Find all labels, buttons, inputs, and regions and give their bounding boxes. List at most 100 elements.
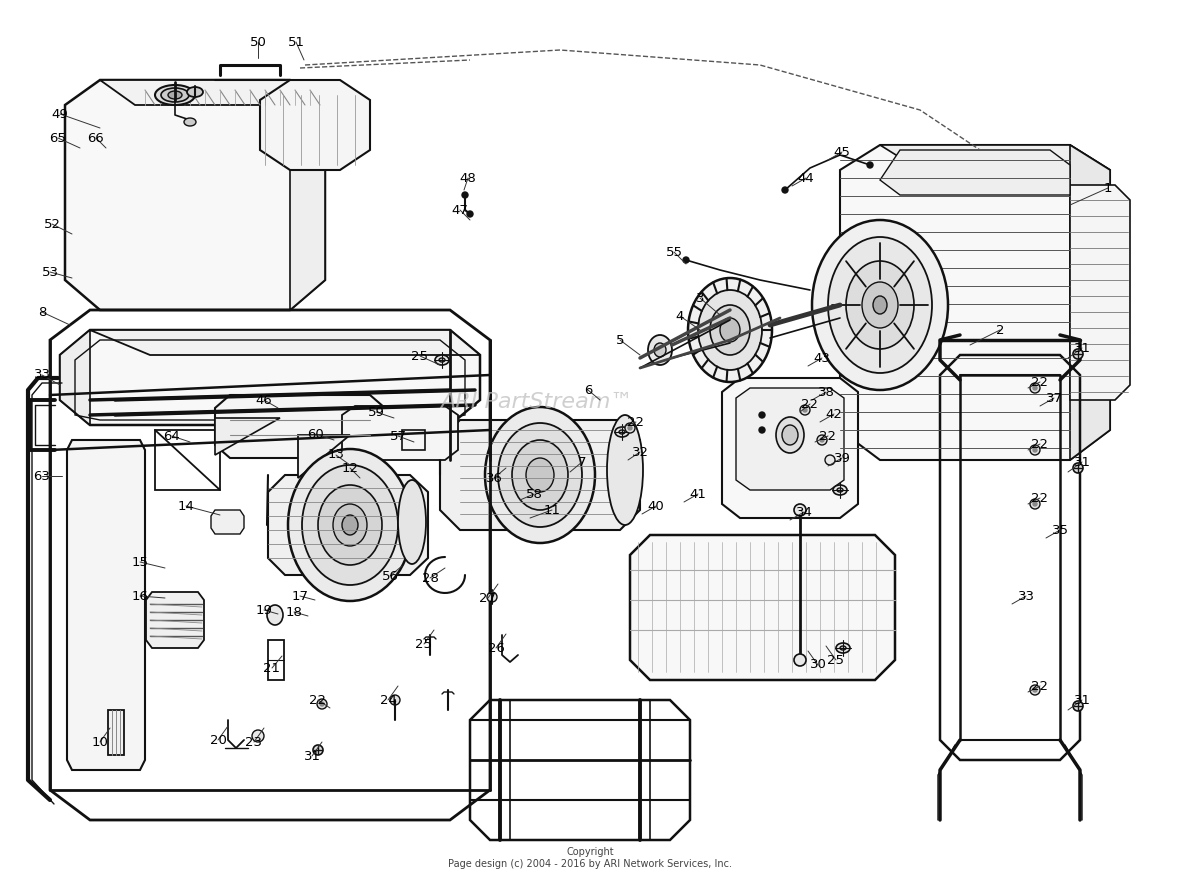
Ellipse shape	[620, 430, 625, 434]
Circle shape	[867, 162, 873, 168]
Text: 31: 31	[1074, 342, 1090, 354]
Text: 28: 28	[421, 571, 439, 585]
Text: ARI PartStream™: ARI PartStream™	[440, 392, 634, 411]
Text: 7: 7	[578, 456, 586, 469]
Text: 14: 14	[177, 500, 195, 512]
Ellipse shape	[184, 118, 196, 126]
Text: 18: 18	[286, 606, 302, 618]
Ellipse shape	[317, 699, 327, 709]
Polygon shape	[146, 592, 204, 648]
Text: 66: 66	[87, 132, 104, 145]
Text: 25: 25	[415, 638, 433, 651]
Text: 4: 4	[676, 310, 684, 322]
Polygon shape	[440, 420, 640, 530]
Text: 45: 45	[833, 146, 851, 159]
Text: 40: 40	[648, 500, 664, 512]
Ellipse shape	[302, 465, 398, 585]
Polygon shape	[1070, 145, 1110, 460]
Text: 47: 47	[452, 203, 468, 216]
Text: 30: 30	[809, 659, 826, 671]
Ellipse shape	[1030, 445, 1040, 455]
Text: 35: 35	[1051, 524, 1069, 537]
Text: 53: 53	[41, 266, 59, 278]
Text: 60: 60	[308, 427, 325, 441]
Circle shape	[467, 211, 473, 217]
Ellipse shape	[699, 290, 762, 370]
Polygon shape	[109, 710, 124, 755]
Ellipse shape	[873, 296, 887, 314]
Text: 22: 22	[309, 693, 327, 706]
Text: 22: 22	[1031, 492, 1049, 504]
Polygon shape	[215, 395, 385, 458]
Text: 58: 58	[525, 487, 543, 501]
Ellipse shape	[828, 237, 932, 373]
Ellipse shape	[1030, 383, 1040, 393]
Polygon shape	[290, 80, 324, 310]
Circle shape	[628, 426, 632, 430]
Text: 2: 2	[996, 323, 1004, 336]
Text: 3: 3	[696, 291, 704, 305]
Ellipse shape	[168, 91, 182, 99]
Text: 42: 42	[826, 407, 843, 420]
Circle shape	[683, 257, 689, 263]
Ellipse shape	[648, 335, 671, 365]
Text: 22: 22	[628, 416, 644, 428]
Ellipse shape	[607, 415, 643, 525]
Text: 39: 39	[833, 451, 851, 464]
Text: 48: 48	[460, 171, 477, 185]
Polygon shape	[60, 330, 90, 425]
Ellipse shape	[186, 87, 203, 97]
Ellipse shape	[333, 504, 367, 546]
Text: 22: 22	[1031, 680, 1049, 692]
Text: 8: 8	[38, 306, 46, 319]
Text: 31: 31	[1074, 456, 1090, 469]
Polygon shape	[722, 378, 858, 518]
Ellipse shape	[435, 355, 450, 365]
Text: 27: 27	[479, 592, 497, 605]
Text: 21: 21	[263, 661, 281, 675]
Ellipse shape	[625, 423, 635, 433]
Text: 64: 64	[164, 429, 181, 442]
Text: 16: 16	[131, 590, 149, 602]
Text: 33: 33	[1017, 590, 1035, 602]
Text: 11: 11	[544, 503, 560, 517]
Ellipse shape	[1073, 463, 1083, 473]
Text: 17: 17	[291, 590, 308, 602]
Text: 63: 63	[33, 470, 51, 482]
Text: 46: 46	[256, 394, 273, 406]
Text: 22: 22	[1031, 437, 1049, 450]
Text: 33: 33	[33, 368, 51, 381]
Ellipse shape	[794, 504, 806, 516]
Polygon shape	[268, 475, 428, 575]
Text: 1: 1	[1103, 182, 1113, 194]
Polygon shape	[299, 435, 350, 478]
Ellipse shape	[835, 643, 850, 653]
Ellipse shape	[654, 343, 666, 357]
Circle shape	[759, 427, 765, 433]
Text: 55: 55	[666, 245, 682, 259]
Text: 20: 20	[210, 734, 227, 746]
Ellipse shape	[846, 261, 914, 349]
Text: 43: 43	[813, 351, 831, 365]
Text: 13: 13	[328, 449, 345, 462]
Circle shape	[1032, 688, 1037, 692]
Text: 23: 23	[245, 736, 262, 749]
Polygon shape	[100, 80, 324, 105]
Ellipse shape	[160, 88, 189, 102]
Text: 31: 31	[303, 750, 321, 763]
Ellipse shape	[342, 515, 358, 535]
Ellipse shape	[487, 592, 497, 602]
Text: 22: 22	[1031, 375, 1049, 389]
Text: 31: 31	[1074, 693, 1090, 706]
Ellipse shape	[840, 646, 846, 650]
Text: 10: 10	[92, 736, 109, 749]
Circle shape	[463, 192, 468, 198]
Ellipse shape	[1030, 499, 1040, 509]
Text: 24: 24	[380, 693, 396, 706]
Text: 41: 41	[689, 487, 707, 501]
Ellipse shape	[833, 485, 847, 495]
Ellipse shape	[439, 358, 445, 362]
Ellipse shape	[512, 440, 568, 510]
Ellipse shape	[812, 220, 948, 390]
Ellipse shape	[313, 745, 323, 755]
